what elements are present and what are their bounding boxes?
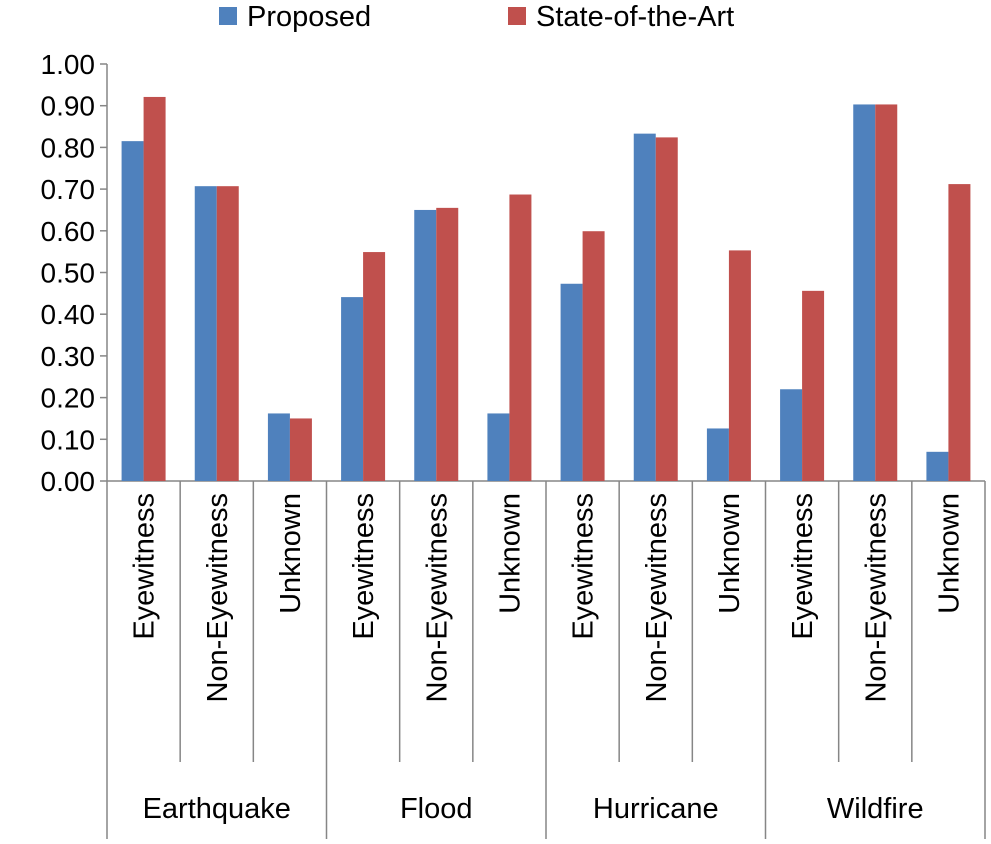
bar-state-of-the-art-6 (509, 194, 532, 481)
bar-proposed-10 (780, 389, 803, 481)
y-tick-label: 0.90 (41, 91, 96, 122)
y-tick-label: 0.80 (41, 132, 96, 163)
y-tick-label: 0.40 (41, 299, 96, 330)
legend: Proposed State-of-the-Art (219, 1, 734, 33)
group-label: Hurricane (593, 793, 719, 825)
bar-proposed-7 (560, 283, 583, 481)
bar-state-of-the-art-9 (728, 250, 751, 481)
category-label: Unknown (933, 493, 965, 614)
category-label: Eyewitness (129, 493, 161, 640)
bar-state-of-the-art-11 (875, 104, 898, 481)
category-label: Eyewitness (568, 493, 600, 640)
bar-state-of-the-art-1 (143, 96, 166, 482)
bar-proposed-3 (267, 413, 290, 481)
category-label: Unknown (275, 493, 307, 614)
bar-state-of-the-art-12 (948, 184, 971, 481)
category-label: Eyewitness (787, 493, 819, 640)
group-label: Flood (400, 793, 473, 825)
bar-proposed-9 (706, 428, 729, 481)
category-label: Non-Eyewitness (860, 493, 892, 703)
bar-state-of-the-art-3 (289, 418, 312, 481)
category-label: Unknown (494, 493, 526, 614)
bar-proposed-2 (194, 186, 217, 481)
bar-proposed-12 (926, 451, 949, 481)
y-tick-label: 1.00 (41, 49, 96, 80)
y-tick-label: 0.30 (41, 341, 96, 372)
y-tick-label: 0.10 (41, 424, 96, 455)
bar-state-of-the-art-5 (436, 207, 459, 482)
legend-swatch-proposed (219, 7, 237, 25)
bars (121, 96, 971, 482)
axes: 0.00 0.10 0.20 0.30 0.40 0.50 0.60 0.70 0.80 0.90… (41, 49, 986, 839)
category-label: Non-Eyewitness (202, 493, 234, 703)
y-tick-label: 0.00 (41, 466, 96, 497)
y-tick-label: 0.70 (41, 174, 96, 205)
category-label: Unknown (714, 493, 746, 614)
y-tick-label: 0.60 (41, 216, 96, 247)
category-labels: Eyewitness Non-Eyewitness Unknown Eyewitnes… (129, 493, 966, 825)
group-label: Wildfire (827, 793, 924, 825)
bar-proposed-1 (121, 141, 144, 481)
bar-state-of-the-art-7 (582, 231, 605, 481)
bar-state-of-the-art-8 (655, 137, 678, 481)
y-tick-label: 0.20 (41, 383, 96, 414)
group-label: Earthquake (143, 793, 291, 825)
bar-proposed-5 (414, 209, 437, 481)
category-label: Non-Eyewitness (421, 493, 453, 703)
bar-proposed-11 (853, 104, 876, 481)
legend-swatch-state-of-the-art (508, 7, 526, 25)
y-tick-label: 0.50 (41, 258, 96, 289)
legend-label-state-of-the-art: State-of-the-Art (536, 1, 734, 33)
bar-state-of-the-art-4 (363, 252, 386, 481)
bar-proposed-8 (633, 133, 656, 481)
legend-label-proposed: Proposed (247, 1, 371, 33)
bar-state-of-the-art-10 (802, 290, 825, 481)
category-label: Eyewitness (348, 493, 380, 640)
bar-proposed-4 (341, 297, 364, 481)
bar-proposed-6 (487, 413, 510, 481)
bar-state-of-the-art-2 (216, 186, 239, 481)
category-label: Non-Eyewitness (641, 493, 673, 703)
